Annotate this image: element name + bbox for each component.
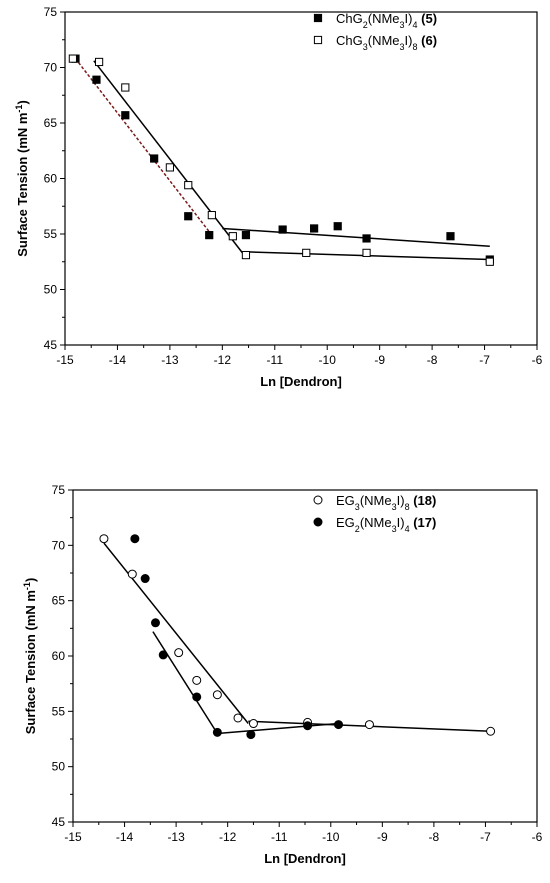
- data-point: [310, 224, 319, 233]
- x-tick-label: -10: [319, 353, 337, 367]
- data-point: [150, 154, 159, 163]
- data-point: [362, 234, 371, 243]
- data-point: [241, 250, 251, 260]
- x-tick-label: -12: [219, 830, 237, 844]
- data-point: [303, 721, 313, 731]
- data-point: [92, 75, 101, 84]
- x-tick-label: -14: [109, 353, 127, 367]
- x-axis-title: Ln [Dendron]: [264, 851, 346, 866]
- y-tick-label: 70: [52, 538, 66, 552]
- data-point: [158, 650, 168, 660]
- data-point: [446, 232, 455, 241]
- legend-label: ChG2(NMe3I)4 (5): [336, 11, 437, 30]
- data-point: [99, 534, 109, 544]
- legend-label: ChG3(NMe3I)8 (6): [336, 33, 437, 52]
- y-tick-label: 65: [52, 594, 66, 608]
- x-tick-label: -7: [480, 830, 491, 844]
- data-point: [246, 730, 256, 740]
- x-tick-label: -7: [479, 353, 490, 367]
- data-point: [248, 719, 258, 729]
- y-axis-title: Surface Tension (mN m-1): [22, 578, 38, 735]
- data-point: [165, 163, 174, 172]
- x-axis-title: Ln [Dendron]: [260, 374, 342, 389]
- data-point: [302, 248, 311, 257]
- data-point: [364, 720, 374, 730]
- legend-marker: [313, 495, 323, 505]
- data-point: [184, 181, 193, 190]
- fit-line: [222, 227, 490, 247]
- y-tick-label: 60: [52, 649, 66, 663]
- x-tick-label: -10: [322, 830, 340, 844]
- x-tick-label: -11: [267, 353, 284, 367]
- data-point: [121, 111, 130, 120]
- data-point: [192, 675, 202, 685]
- legend-label: EG2(NMe3I)4 (17): [336, 515, 436, 534]
- y-tick-label: 45: [44, 338, 58, 352]
- x-tick-label: -13: [161, 353, 179, 367]
- data-point: [207, 211, 216, 220]
- data-point: [334, 720, 344, 730]
- x-tick-label: -9: [374, 353, 385, 367]
- legend-marker: [313, 517, 323, 527]
- x-tick-label: -15: [56, 353, 74, 367]
- legend-label: EG3(NMe3I)8 (18): [336, 493, 436, 512]
- y-tick-label: 50: [52, 760, 66, 774]
- data-point: [121, 83, 130, 92]
- plot-area: [99, 534, 496, 740]
- x-tick-label: -15: [64, 830, 82, 844]
- y-tick-label: 75: [44, 5, 58, 19]
- data-point: [241, 231, 251, 240]
- data-point: [184, 212, 193, 221]
- y-tick-label: 50: [44, 283, 58, 297]
- plot-area: [68, 54, 494, 266]
- data-point: [362, 248, 371, 257]
- chart-panel-top: -15 -14 -13 -12 -11 -10 -9 -8 -7 -6 45 50 55 60 65 70 75…: [14, 5, 543, 389]
- fit-line: [217, 722, 339, 735]
- x-tick-label: -8: [427, 353, 438, 367]
- x-tick-label: -9: [377, 830, 388, 844]
- fit-line: [103, 542, 249, 724]
- x-tick-label: -13: [167, 830, 185, 844]
- data-point: [130, 534, 140, 544]
- plot-frame: [64, 11, 538, 346]
- data-point: [127, 569, 137, 579]
- fit-line: [152, 631, 218, 734]
- data-point: [486, 726, 496, 736]
- data-point: [94, 57, 104, 67]
- y-tick-label: 65: [44, 116, 58, 130]
- data-point: [192, 692, 202, 702]
- x-tick-label: -6: [532, 830, 543, 844]
- y-axis-title: Surface Tension (mN m-1): [14, 100, 30, 257]
- x-tick-label: -6: [532, 353, 543, 367]
- data-point: [174, 648, 184, 658]
- y-tick-label: 75: [52, 483, 66, 497]
- data-point: [233, 713, 243, 723]
- data-point: [140, 574, 150, 584]
- data-point: [333, 222, 342, 231]
- legend-marker: [313, 13, 323, 23]
- x-tick-label: -12: [214, 353, 232, 367]
- y-tick-label: 60: [44, 172, 58, 186]
- plot-frame: [72, 489, 538, 823]
- data-point: [205, 231, 214, 240]
- y-tick-label: 55: [44, 227, 58, 241]
- y-tick-label: 55: [52, 704, 66, 718]
- data-point: [150, 618, 160, 628]
- x-tick-label: -8: [429, 830, 440, 844]
- fit-line: [93, 60, 244, 255]
- data-point: [228, 232, 237, 241]
- data-point: [212, 690, 222, 700]
- data-point: [68, 54, 77, 63]
- y-tick-label: 45: [52, 815, 66, 829]
- chart-panel-bottom: -15 -14 -13 -12 -11 -10 -9 -8 -7 -6 45 50 55 60 65 70 75…: [22, 483, 543, 866]
- fit-line: [74, 58, 213, 236]
- x-tick-label: -14: [116, 830, 134, 844]
- legend-marker: [313, 35, 323, 45]
- y-tick-label: 70: [44, 61, 58, 75]
- data-point: [278, 225, 287, 234]
- x-tick-label: -11: [271, 830, 288, 844]
- data-point: [485, 257, 494, 266]
- data-point: [212, 727, 222, 737]
